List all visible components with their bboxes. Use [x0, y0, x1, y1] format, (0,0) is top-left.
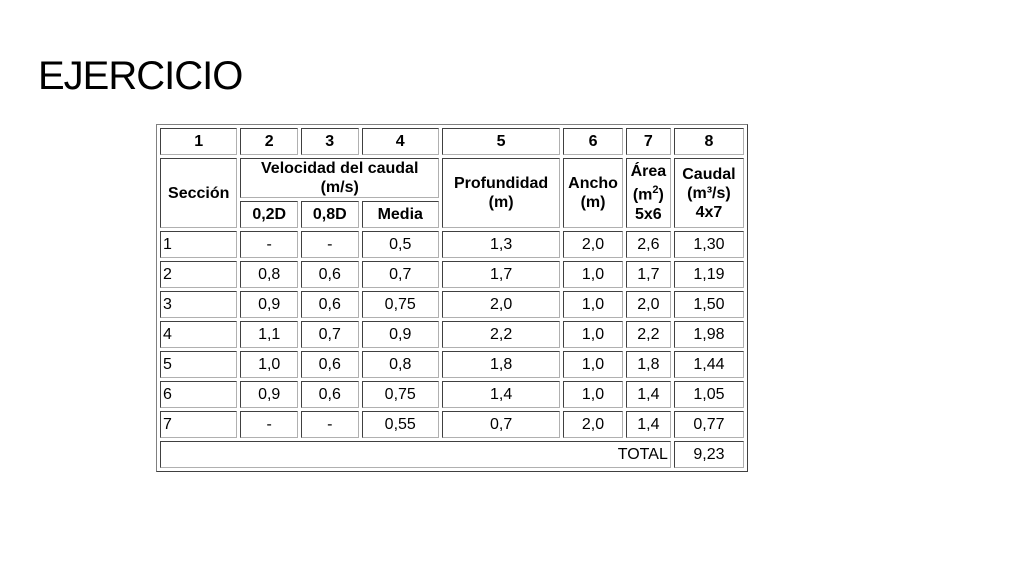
cell-media: 0,7 — [361, 261, 439, 288]
header-seccion: Sección — [160, 158, 238, 228]
column-number-row: 1 2 3 4 5 6 7 8 — [160, 128, 744, 155]
col-number: 7 — [625, 128, 671, 155]
cell-v02: 1,0 — [240, 351, 298, 378]
cell-area: 2,6 — [625, 231, 671, 258]
subheader-08d: 0,8D — [300, 201, 359, 228]
cell-v02: - — [240, 411, 298, 438]
cell-v02: 0,9 — [240, 381, 298, 408]
header-velocidad: Velocidad del caudal (m/s) — [240, 158, 439, 198]
header-ancho: Ancho (m) — [563, 158, 623, 228]
cell-profundidad: 0,7 — [441, 411, 561, 438]
cell-ancho: 1,0 — [563, 261, 623, 288]
cell-ancho: 2,0 — [563, 231, 623, 258]
header-area: Área (m2) 5x6 — [625, 158, 671, 228]
cell-ancho: 2,0 — [563, 411, 623, 438]
cell-profundidad: 2,2 — [441, 321, 561, 348]
cell-caudal: 1,19 — [673, 261, 744, 288]
cell-area: 1,7 — [625, 261, 671, 288]
cell-v02: - — [240, 231, 298, 258]
cell-media: 0,9 — [361, 321, 439, 348]
col-number: 1 — [160, 128, 238, 155]
header-area-formula: 5x6 — [635, 205, 662, 223]
cell-ancho: 1,0 — [563, 351, 623, 378]
header-area-unit-end: ) — [658, 186, 664, 204]
subheader-row: 0,2D 0,8D Media — [160, 201, 744, 228]
table-row: 5 1,0 0,6 0,8 1,8 1,0 1,8 1,44 — [160, 351, 744, 378]
cell-area: 1,4 — [625, 411, 671, 438]
col-number: 3 — [300, 128, 359, 155]
header-profundidad: Profundidad (m) — [441, 158, 561, 228]
col-number: 6 — [563, 128, 623, 155]
cell-v02: 0,9 — [240, 291, 298, 318]
total-row: TOTAL 9,23 — [160, 441, 744, 468]
cell-caudal: 1,05 — [673, 381, 744, 408]
cell-area: 2,2 — [625, 321, 671, 348]
cell-profundidad: 1,7 — [441, 261, 561, 288]
table-row: 3 0,9 0,6 0,75 2,0 1,0 2,0 1,50 — [160, 291, 744, 318]
cell-media: 0,55 — [361, 411, 439, 438]
cell-v08: 0,6 — [300, 381, 359, 408]
cell-seccion: 5 — [160, 351, 238, 378]
cell-v08: 0,6 — [300, 351, 359, 378]
table-row: 2 0,8 0,6 0,7 1,7 1,0 1,7 1,19 — [160, 261, 744, 288]
cell-ancho: 1,0 — [563, 321, 623, 348]
header-caudal-unit: (m³/s) — [687, 184, 731, 202]
cell-area: 2,0 — [625, 291, 671, 318]
header-area-sup: 2 — [652, 184, 659, 197]
cell-media: 0,75 — [361, 381, 439, 408]
cell-profundidad: 1,8 — [441, 351, 561, 378]
cell-area: 1,4 — [625, 381, 671, 408]
cell-v08: 0,6 — [300, 291, 359, 318]
col-number: 5 — [441, 128, 561, 155]
col-number: 2 — [240, 128, 298, 155]
slide-title: EJERCICIO — [38, 54, 243, 98]
cell-area: 1,8 — [625, 351, 671, 378]
cell-seccion: 4 — [160, 321, 238, 348]
cell-media: 0,8 — [361, 351, 439, 378]
cell-media: 0,5 — [361, 231, 439, 258]
total-value: 9,23 — [673, 441, 744, 468]
data-table: 1 2 3 4 5 6 7 8 Sección Velocidad del ca… — [156, 124, 748, 472]
cell-media: 0,75 — [361, 291, 439, 318]
cell-seccion: 6 — [160, 381, 238, 408]
cell-ancho: 1,0 — [563, 291, 623, 318]
header-caudal: Caudal (m³/s) 4x7 — [673, 158, 744, 228]
cell-v08: - — [300, 411, 359, 438]
subheader-02d: 0,2D — [240, 201, 298, 228]
cell-seccion: 7 — [160, 411, 238, 438]
total-label: TOTAL — [160, 441, 671, 468]
cell-seccion: 1 — [160, 231, 238, 258]
cell-caudal: 0,77 — [673, 411, 744, 438]
col-number: 8 — [673, 128, 744, 155]
header-caudal-line1: Caudal — [682, 165, 736, 183]
header-area-unit: (m — [632, 186, 653, 204]
header-area-line1: Área — [630, 163, 667, 181]
header-row: Sección Velocidad del caudal (m/s) Profu… — [160, 158, 744, 228]
table-container: 1 2 3 4 5 6 7 8 Sección Velocidad del ca… — [156, 124, 748, 472]
cell-v08: - — [300, 231, 359, 258]
cell-profundidad: 1,4 — [441, 381, 561, 408]
table-row: 1 - - 0,5 1,3 2,0 2,6 1,30 — [160, 231, 744, 258]
cell-caudal: 1,98 — [673, 321, 744, 348]
col-number: 4 — [361, 128, 439, 155]
header-caudal-formula: 4x7 — [695, 203, 723, 221]
cell-v08: 0,6 — [300, 261, 359, 288]
cell-v02: 1,1 — [240, 321, 298, 348]
cell-caudal: 1,50 — [673, 291, 744, 318]
cell-ancho: 1,0 — [563, 381, 623, 408]
cell-v08: 0,7 — [300, 321, 359, 348]
subheader-media: Media — [361, 201, 439, 228]
cell-profundidad: 1,3 — [441, 231, 561, 258]
table-row: 7 - - 0,55 0,7 2,0 1,4 0,77 — [160, 411, 744, 438]
cell-profundidad: 2,0 — [441, 291, 561, 318]
cell-caudal: 1,30 — [673, 231, 744, 258]
cell-seccion: 2 — [160, 261, 238, 288]
cell-caudal: 1,44 — [673, 351, 744, 378]
cell-v02: 0,8 — [240, 261, 298, 288]
table-row: 6 0,9 0,6 0,75 1,4 1,0 1,4 1,05 — [160, 381, 744, 408]
table-row: 4 1,1 0,7 0,9 2,2 1,0 2,2 1,98 — [160, 321, 744, 348]
cell-seccion: 3 — [160, 291, 238, 318]
